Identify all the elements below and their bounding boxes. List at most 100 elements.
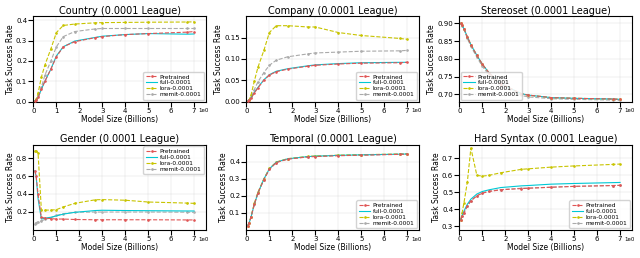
memit-0.0001 bbox=[485, 74, 493, 77]
Pretrained bbox=[184, 218, 191, 221]
memit-0.0001 bbox=[247, 215, 255, 219]
memit-0.0001 bbox=[497, 188, 504, 191]
memit-0.0001 bbox=[266, 168, 273, 171]
full-0.0001 bbox=[479, 63, 486, 66]
full-0.0001 bbox=[254, 86, 262, 89]
lora-0.0001 bbox=[145, 21, 152, 24]
full-0.0001 bbox=[403, 61, 411, 64]
full-0.0001 bbox=[396, 61, 404, 64]
memit-0.0001 bbox=[570, 185, 578, 188]
Pretrained bbox=[284, 68, 292, 71]
Pretrained bbox=[266, 74, 273, 77]
Line: memit-0.0001: memit-0.0001 bbox=[460, 184, 621, 221]
full-0.0001 bbox=[396, 153, 404, 156]
Line: Pretrained: Pretrained bbox=[33, 170, 195, 221]
Pretrained bbox=[305, 64, 312, 68]
full-0.0001 bbox=[245, 221, 253, 224]
lora-0.0001 bbox=[145, 200, 152, 204]
lora-0.0001 bbox=[570, 97, 578, 100]
memit-0.0001 bbox=[334, 51, 342, 54]
full-0.0001 bbox=[122, 209, 129, 212]
lora-0.0001 bbox=[396, 152, 404, 156]
full-0.0001 bbox=[458, 215, 466, 218]
Pretrained bbox=[99, 218, 106, 221]
lora-0.0001 bbox=[260, 49, 268, 52]
memit-0.0001 bbox=[31, 99, 38, 102]
full-0.0001 bbox=[467, 198, 475, 201]
full-0.0001 bbox=[518, 92, 525, 95]
full-0.0001 bbox=[334, 154, 342, 157]
full-0.0001 bbox=[524, 184, 532, 187]
memit-0.0001 bbox=[47, 216, 55, 219]
lora-0.0001 bbox=[254, 66, 262, 69]
memit-0.0001 bbox=[41, 218, 49, 221]
Pretrained bbox=[570, 97, 578, 100]
lora-0.0001 bbox=[32, 149, 40, 152]
memit-0.0001 bbox=[457, 22, 465, 25]
full-0.0001 bbox=[357, 61, 365, 64]
memit-0.0001 bbox=[547, 186, 555, 189]
lora-0.0001 bbox=[52, 208, 60, 211]
Line: memit-0.0001: memit-0.0001 bbox=[460, 22, 621, 102]
memit-0.0001 bbox=[31, 222, 38, 225]
lora-0.0001 bbox=[184, 20, 191, 23]
Text: 1e0: 1e0 bbox=[412, 108, 422, 113]
full-0.0001 bbox=[99, 35, 106, 38]
full-0.0001 bbox=[284, 67, 292, 70]
memit-0.0001 bbox=[467, 199, 475, 202]
full-0.0001 bbox=[479, 190, 486, 193]
lora-0.0001 bbox=[60, 24, 67, 27]
lora-0.0001 bbox=[396, 37, 404, 40]
Pretrained bbox=[52, 217, 60, 221]
Pretrained bbox=[497, 188, 504, 191]
X-axis label: Model Size (Billions): Model Size (Billions) bbox=[294, 244, 371, 252]
full-0.0001 bbox=[273, 70, 280, 73]
lora-0.0001 bbox=[524, 167, 532, 170]
full-0.0001 bbox=[616, 181, 624, 184]
full-0.0001 bbox=[190, 209, 198, 213]
X-axis label: Model Size (Billions): Model Size (Billions) bbox=[81, 115, 158, 124]
full-0.0001 bbox=[485, 188, 493, 191]
Y-axis label: Task Success Rate: Task Success Rate bbox=[214, 24, 223, 94]
memit-0.0001 bbox=[463, 204, 471, 207]
Pretrained bbox=[244, 224, 252, 227]
memit-0.0001 bbox=[145, 211, 152, 214]
full-0.0001 bbox=[284, 157, 292, 160]
memit-0.0001 bbox=[473, 55, 481, 59]
X-axis label: Model Size (Billions): Model Size (Billions) bbox=[507, 115, 584, 124]
Pretrained bbox=[396, 153, 404, 156]
Pretrained bbox=[122, 33, 129, 36]
full-0.0001 bbox=[357, 153, 365, 156]
Pretrained bbox=[458, 24, 466, 27]
memit-0.0001 bbox=[190, 211, 198, 214]
full-0.0001 bbox=[34, 197, 42, 200]
lora-0.0001 bbox=[357, 153, 365, 156]
Pretrained bbox=[457, 218, 465, 221]
lora-0.0001 bbox=[247, 94, 255, 97]
Pretrained bbox=[32, 174, 40, 178]
Pretrained bbox=[247, 96, 255, 100]
memit-0.0001 bbox=[518, 187, 525, 190]
full-0.0001 bbox=[266, 73, 273, 76]
lora-0.0001 bbox=[463, 181, 471, 184]
lora-0.0001 bbox=[457, 22, 465, 25]
memit-0.0001 bbox=[250, 203, 258, 206]
memit-0.0001 bbox=[518, 94, 525, 97]
lora-0.0001 bbox=[457, 218, 465, 221]
Line: full-0.0001: full-0.0001 bbox=[461, 182, 620, 220]
Pretrained bbox=[47, 217, 55, 220]
lora-0.0001 bbox=[334, 31, 342, 34]
Legend: Pretrained, full-0.0001, lora-0.0001, memit-0.0001: Pretrained, full-0.0001, lora-0.0001, me… bbox=[356, 72, 417, 100]
memit-0.0001 bbox=[284, 55, 292, 58]
memit-0.0001 bbox=[34, 220, 42, 223]
full-0.0001 bbox=[457, 218, 465, 221]
Pretrained bbox=[305, 155, 312, 158]
Pretrained bbox=[184, 31, 191, 34]
Pretrained bbox=[457, 22, 465, 25]
full-0.0001 bbox=[41, 80, 49, 83]
Pretrained bbox=[497, 82, 504, 85]
Pretrained bbox=[38, 216, 45, 219]
Pretrained bbox=[92, 218, 99, 221]
Line: lora-0.0001: lora-0.0001 bbox=[246, 152, 408, 227]
lora-0.0001 bbox=[250, 202, 258, 205]
